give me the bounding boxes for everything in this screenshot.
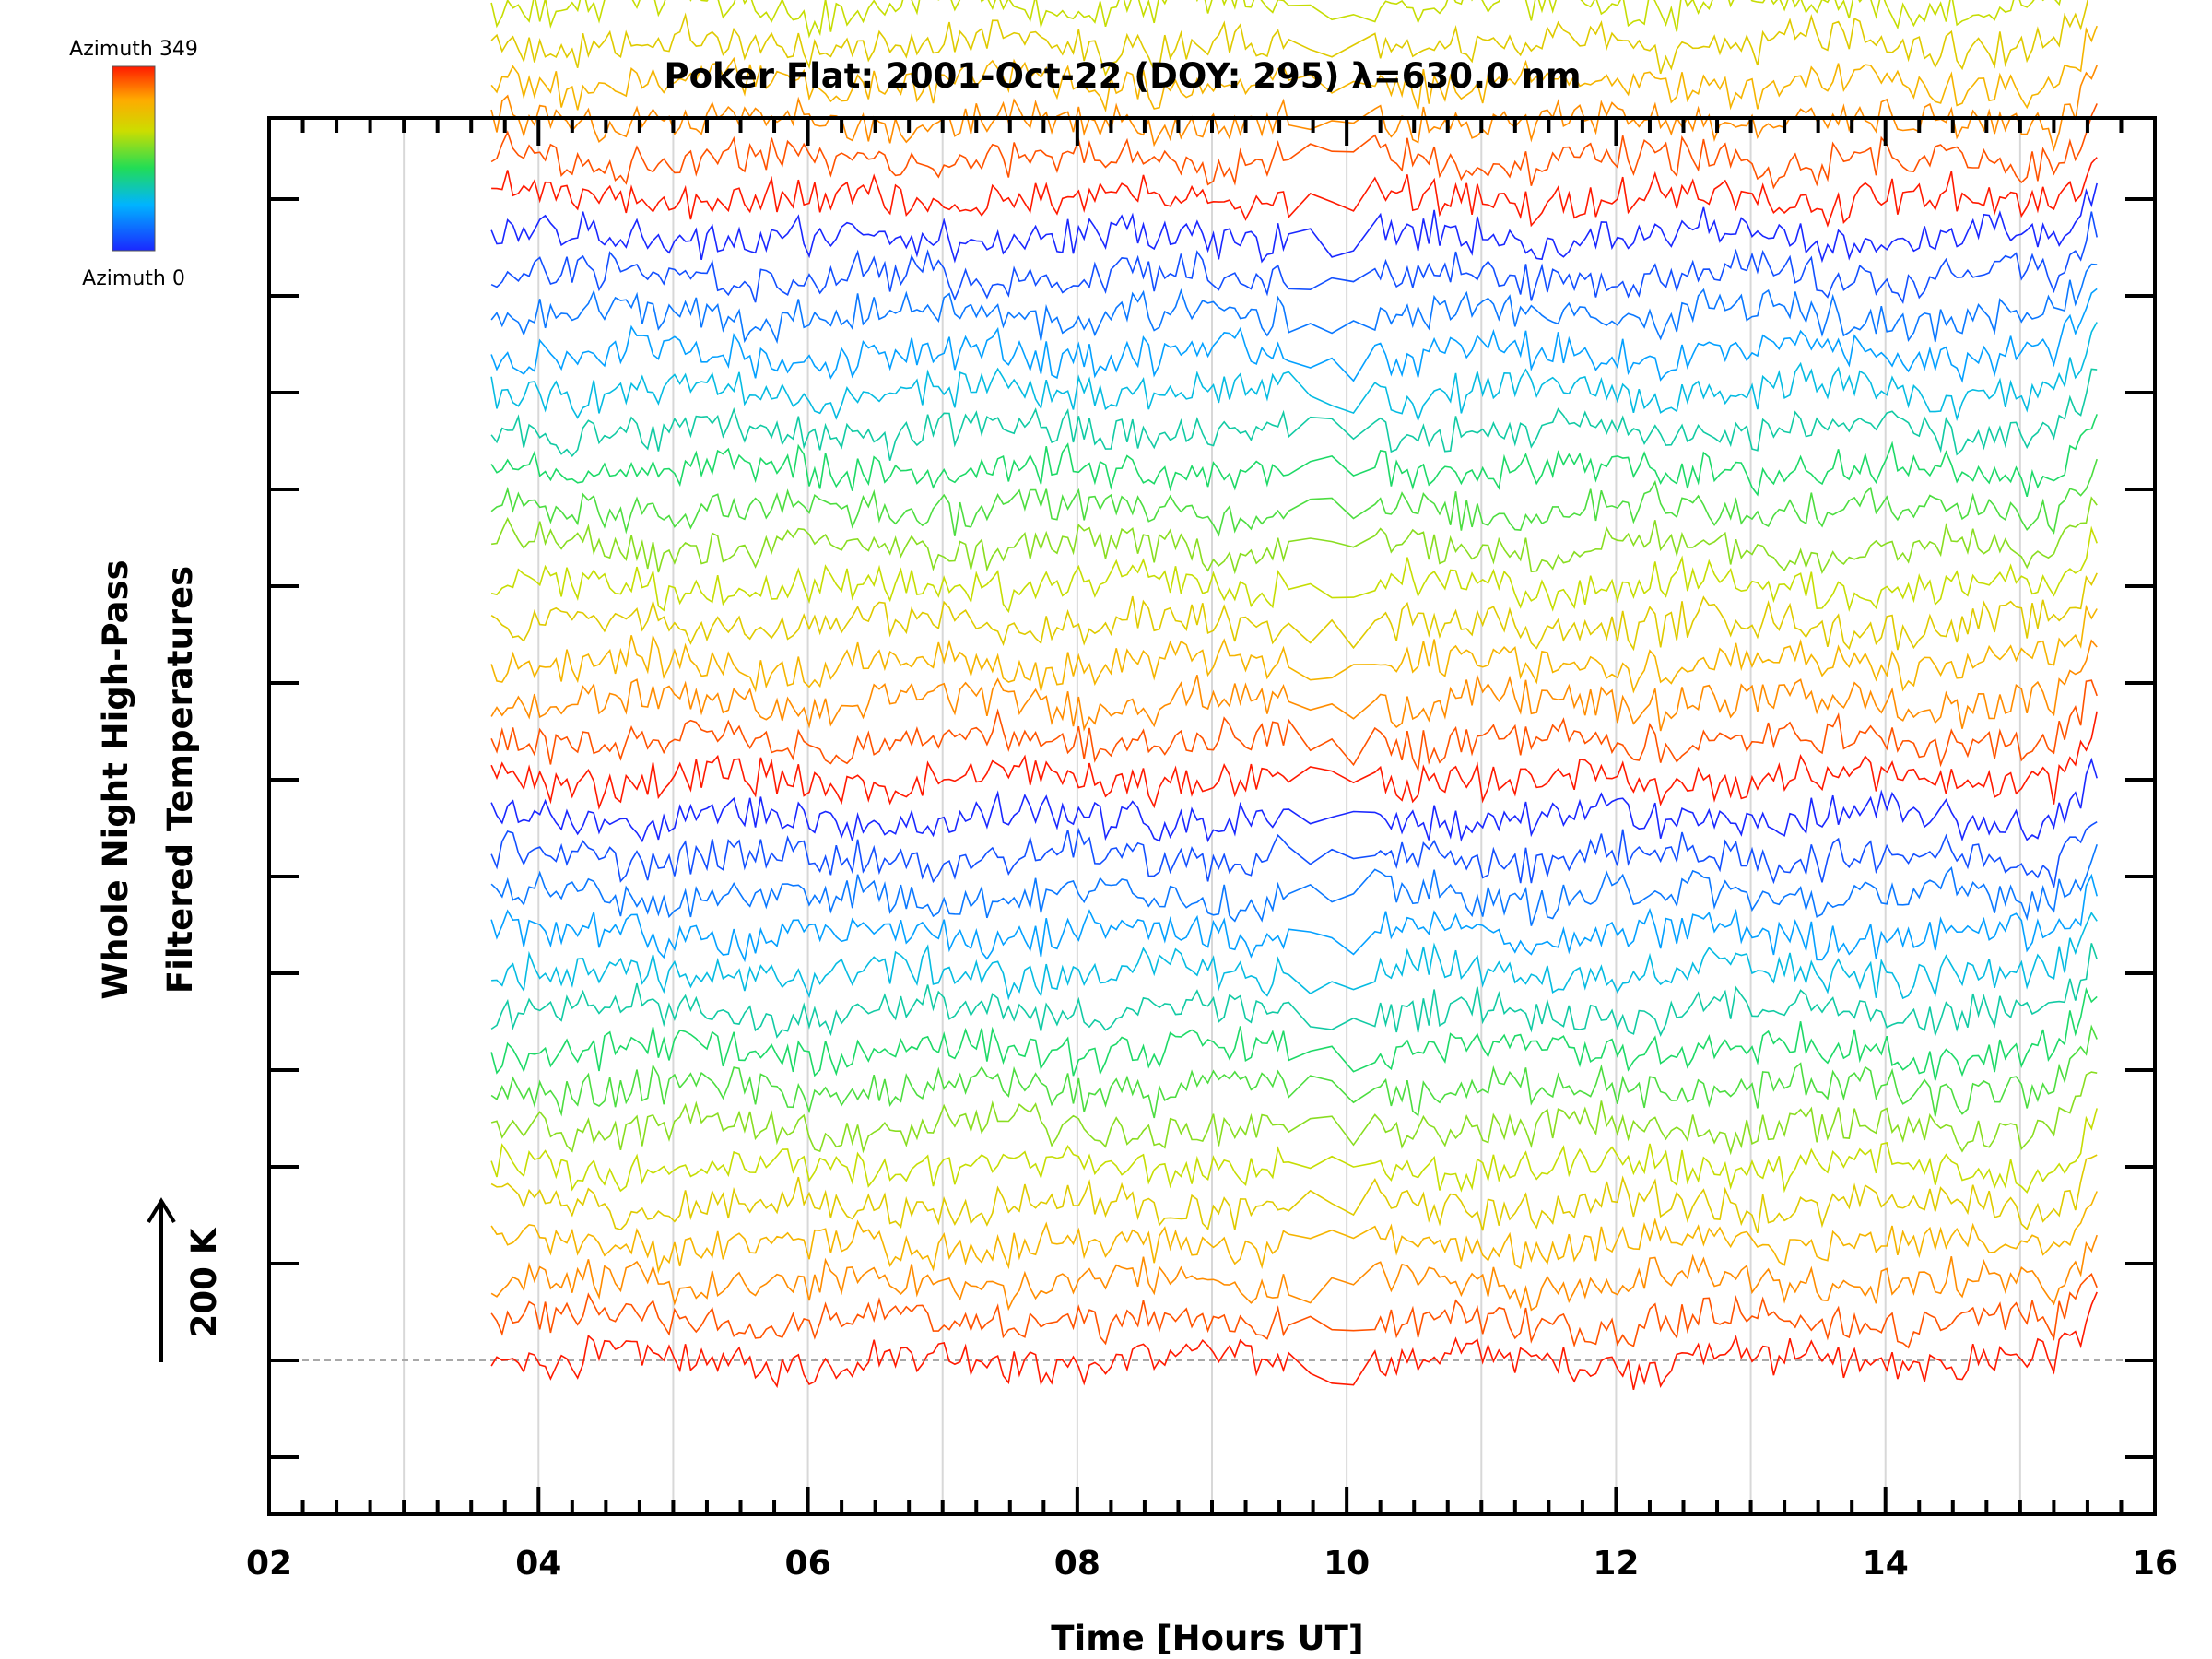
azimuth-series-line (490, 0, 2062, 39)
azimuth-series-line (490, 1108, 2098, 1194)
scale-bar-label: 200 K (184, 1227, 224, 1337)
azimuth-series-line (490, 1234, 2098, 1312)
azimuth-series-line (490, 211, 2098, 304)
azimuth-series-line (490, 525, 2098, 614)
colorbar-top-label: Azimuth 349 (69, 38, 198, 61)
azimuth-series-line (490, 873, 2098, 963)
y-axis-label-line2: Filtered Temperatures (160, 566, 200, 994)
x-tick-label: 06 (785, 1545, 831, 1583)
x-tick-label: 12 (1593, 1545, 1639, 1583)
azimuth-series-line (490, 1071, 2098, 1156)
y-axis-ticks (269, 197, 2155, 1459)
azimuth-series-line (490, 263, 2098, 345)
y-axis-label-line1: Whole Night High-Pass (96, 559, 135, 999)
x-tick-label: 16 (2132, 1545, 2178, 1583)
azimuth-series-line (490, 987, 2098, 1081)
chart-title: Poker Flat: 2001-Oct-22 (DOY: 295) λ=630… (664, 56, 1581, 96)
azimuth-series-line (490, 182, 2098, 264)
scale-bar-arrowhead (147, 1197, 176, 1224)
azimuth-series-line (490, 288, 2098, 383)
azimuth-series-line (490, 1291, 2098, 1390)
scale-bar: 200 K (147, 1197, 224, 1362)
azimuth-colorbar: Azimuth 349 Azimuth 0 (69, 38, 198, 290)
azimuth-series-line (490, 458, 2098, 537)
azimuth-series-line (490, 0, 2088, 77)
azimuth-series-line (490, 844, 2098, 926)
x-tick-label: 10 (1324, 1545, 1370, 1583)
azimuth-series-line (490, 25, 2098, 113)
azimuth-series-line (490, 572, 2098, 652)
azimuth-series-line (490, 322, 2098, 422)
data-series (490, 0, 2098, 1390)
x-axis-label: Time [Hours UT] (1051, 1618, 1363, 1658)
azimuth-series-line (490, 679, 2098, 772)
azimuth-series-line (490, 604, 2098, 694)
x-tick-label: 02 (246, 1545, 292, 1583)
azimuth-series-line (490, 943, 2098, 1039)
azimuth-series-line (490, 757, 2098, 843)
azimuth-series-line (491, 157, 2098, 228)
x-tick-label: 08 (1054, 1545, 1100, 1583)
grid-lines (403, 118, 2021, 1514)
colorbar-bottom-label: Azimuth 0 (82, 267, 185, 290)
azimuth-series-line (490, 368, 2098, 461)
azimuth-series-line (490, 103, 2098, 190)
azimuth-series-line (490, 711, 2098, 810)
azimuth-series-line (490, 1024, 2098, 1119)
azimuth-series-line (490, 639, 2098, 732)
azimuth-series-line (490, 1273, 2098, 1349)
azimuth-series-line (490, 496, 2098, 575)
x-axis-ticks (267, 118, 2157, 1514)
azimuth-series-line (490, 821, 2098, 888)
x-tick-labels: 02 04 06 08 10 12 14 16 (246, 1545, 2178, 1583)
azimuth-series-line (490, 414, 2098, 498)
colorbar-gradient (112, 65, 156, 252)
azimuth-series-line (491, 911, 2098, 1001)
azimuth-series-line (490, 1154, 2098, 1234)
azimuth-series-line (490, 1191, 2098, 1275)
x-tick-label: 14 (1863, 1545, 1909, 1583)
x-tick-label: 04 (515, 1545, 561, 1583)
